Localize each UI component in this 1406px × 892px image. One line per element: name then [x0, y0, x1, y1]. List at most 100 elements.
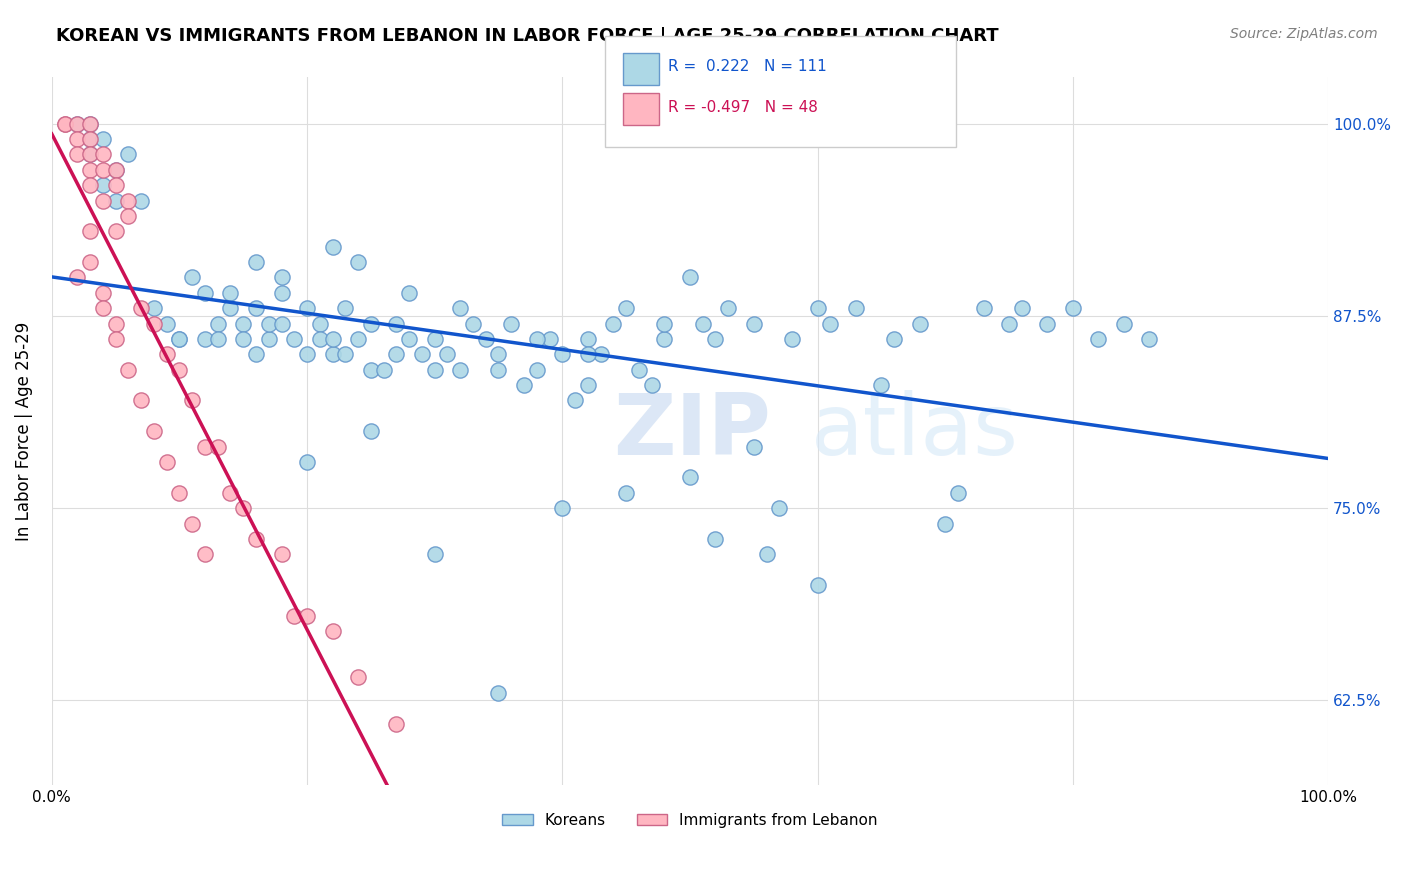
Point: [576, 332, 599, 346]
Point: [1036, 317, 1059, 331]
Point: [692, 317, 714, 331]
Point: [679, 470, 702, 484]
Point: [1139, 332, 1161, 346]
Point: [679, 270, 702, 285]
Point: [79, 117, 101, 131]
Point: [104, 332, 127, 346]
Point: [614, 301, 637, 316]
Point: [232, 501, 254, 516]
Point: [295, 347, 318, 361]
Point: [1112, 317, 1135, 331]
Point: [232, 332, 254, 346]
Point: [806, 301, 828, 316]
Point: [129, 301, 152, 316]
Point: [91, 147, 114, 161]
Point: [742, 440, 765, 454]
Point: [91, 301, 114, 316]
Point: [104, 178, 127, 193]
Point: [461, 317, 484, 331]
Point: [398, 285, 420, 300]
Point: [117, 194, 139, 208]
Point: [398, 332, 420, 346]
Point: [755, 547, 778, 561]
Point: [169, 362, 191, 376]
Point: [156, 347, 179, 361]
Point: [423, 332, 446, 346]
Point: [385, 716, 408, 731]
Point: [373, 362, 395, 376]
Point: [501, 317, 523, 331]
Point: [870, 378, 893, 392]
Point: [704, 532, 727, 546]
Text: ZIP: ZIP: [613, 390, 770, 473]
Point: [1087, 332, 1109, 346]
Point: [194, 285, 217, 300]
Point: [91, 194, 114, 208]
Point: [117, 147, 139, 161]
Point: [245, 347, 267, 361]
Point: [513, 378, 536, 392]
Point: [946, 485, 969, 500]
Point: [551, 501, 574, 516]
Point: [79, 224, 101, 238]
Point: [602, 317, 624, 331]
Point: [91, 162, 114, 177]
Text: KOREAN VS IMMIGRANTS FROM LEBANON IN LABOR FORCE | AGE 25-29 CORRELATION CHART: KOREAN VS IMMIGRANTS FROM LEBANON IN LAB…: [56, 27, 998, 45]
Point: [908, 317, 931, 331]
Point: [322, 347, 344, 361]
Point: [257, 317, 280, 331]
Point: [845, 301, 868, 316]
Y-axis label: In Labor Force | Age 25-29: In Labor Force | Age 25-29: [15, 322, 32, 541]
Point: [526, 332, 548, 346]
Point: [283, 608, 305, 623]
Point: [207, 440, 229, 454]
Point: [360, 424, 382, 438]
Point: [219, 485, 242, 500]
Point: [207, 332, 229, 346]
Point: [614, 485, 637, 500]
Point: [117, 362, 139, 376]
Point: [998, 317, 1021, 331]
Point: [322, 240, 344, 254]
Point: [142, 301, 165, 316]
Point: [295, 608, 318, 623]
Text: Source: ZipAtlas.com: Source: ZipAtlas.com: [1230, 27, 1378, 41]
Point: [79, 178, 101, 193]
Point: [347, 255, 370, 269]
Point: [934, 516, 956, 531]
Point: [538, 332, 561, 346]
Point: [308, 332, 330, 346]
Point: [66, 147, 89, 161]
Point: [156, 317, 179, 331]
Point: [627, 362, 650, 376]
Point: [79, 255, 101, 269]
Point: [129, 393, 152, 408]
Point: [283, 332, 305, 346]
Point: [270, 317, 292, 331]
Point: [270, 547, 292, 561]
Point: [53, 117, 76, 131]
Point: [219, 301, 242, 316]
Point: [79, 147, 101, 161]
Point: [270, 285, 292, 300]
Point: [640, 378, 662, 392]
Point: [181, 270, 204, 285]
Point: [973, 301, 995, 316]
Point: [257, 332, 280, 346]
Point: [104, 224, 127, 238]
Point: [488, 362, 510, 376]
Point: [207, 317, 229, 331]
Point: [1011, 301, 1033, 316]
Point: [385, 317, 408, 331]
Point: [232, 317, 254, 331]
Point: [91, 178, 114, 193]
Point: [883, 332, 905, 346]
Point: [295, 301, 318, 316]
Point: [423, 362, 446, 376]
Point: [194, 332, 217, 346]
Point: [564, 393, 586, 408]
Point: [194, 440, 217, 454]
Point: [79, 147, 101, 161]
Point: [91, 285, 114, 300]
Point: [270, 270, 292, 285]
